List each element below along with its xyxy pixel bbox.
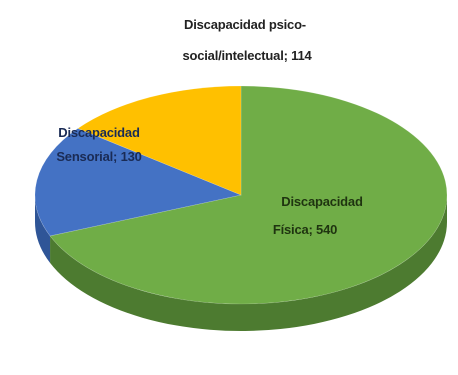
slice-label-sensorial-line2: Sensorial; 130 — [56, 149, 141, 164]
pie-3d-sides — [35, 195, 448, 332]
slice-label-psicosocial-line2: social/intelectual; 114 — [182, 48, 312, 63]
pie-side-fisica — [50, 195, 448, 332]
pie-slice-psicosocial — [77, 85, 242, 196]
pie-side-sensorial — [35, 195, 51, 263]
pie-slice-fisica — [49, 85, 448, 305]
pie-3d-tops — [34, 85, 448, 305]
slice-label-fisica-line1: Discapacidad — [281, 194, 363, 209]
slice-label-sensorial-line1: Discapacidad — [58, 125, 140, 140]
pie-slice-sensorial — [34, 128, 243, 237]
slice-label-psicosocial-line1: Discapacidad psico- — [184, 17, 306, 32]
slice-label-fisica-line2: Física; 540 — [273, 222, 337, 237]
